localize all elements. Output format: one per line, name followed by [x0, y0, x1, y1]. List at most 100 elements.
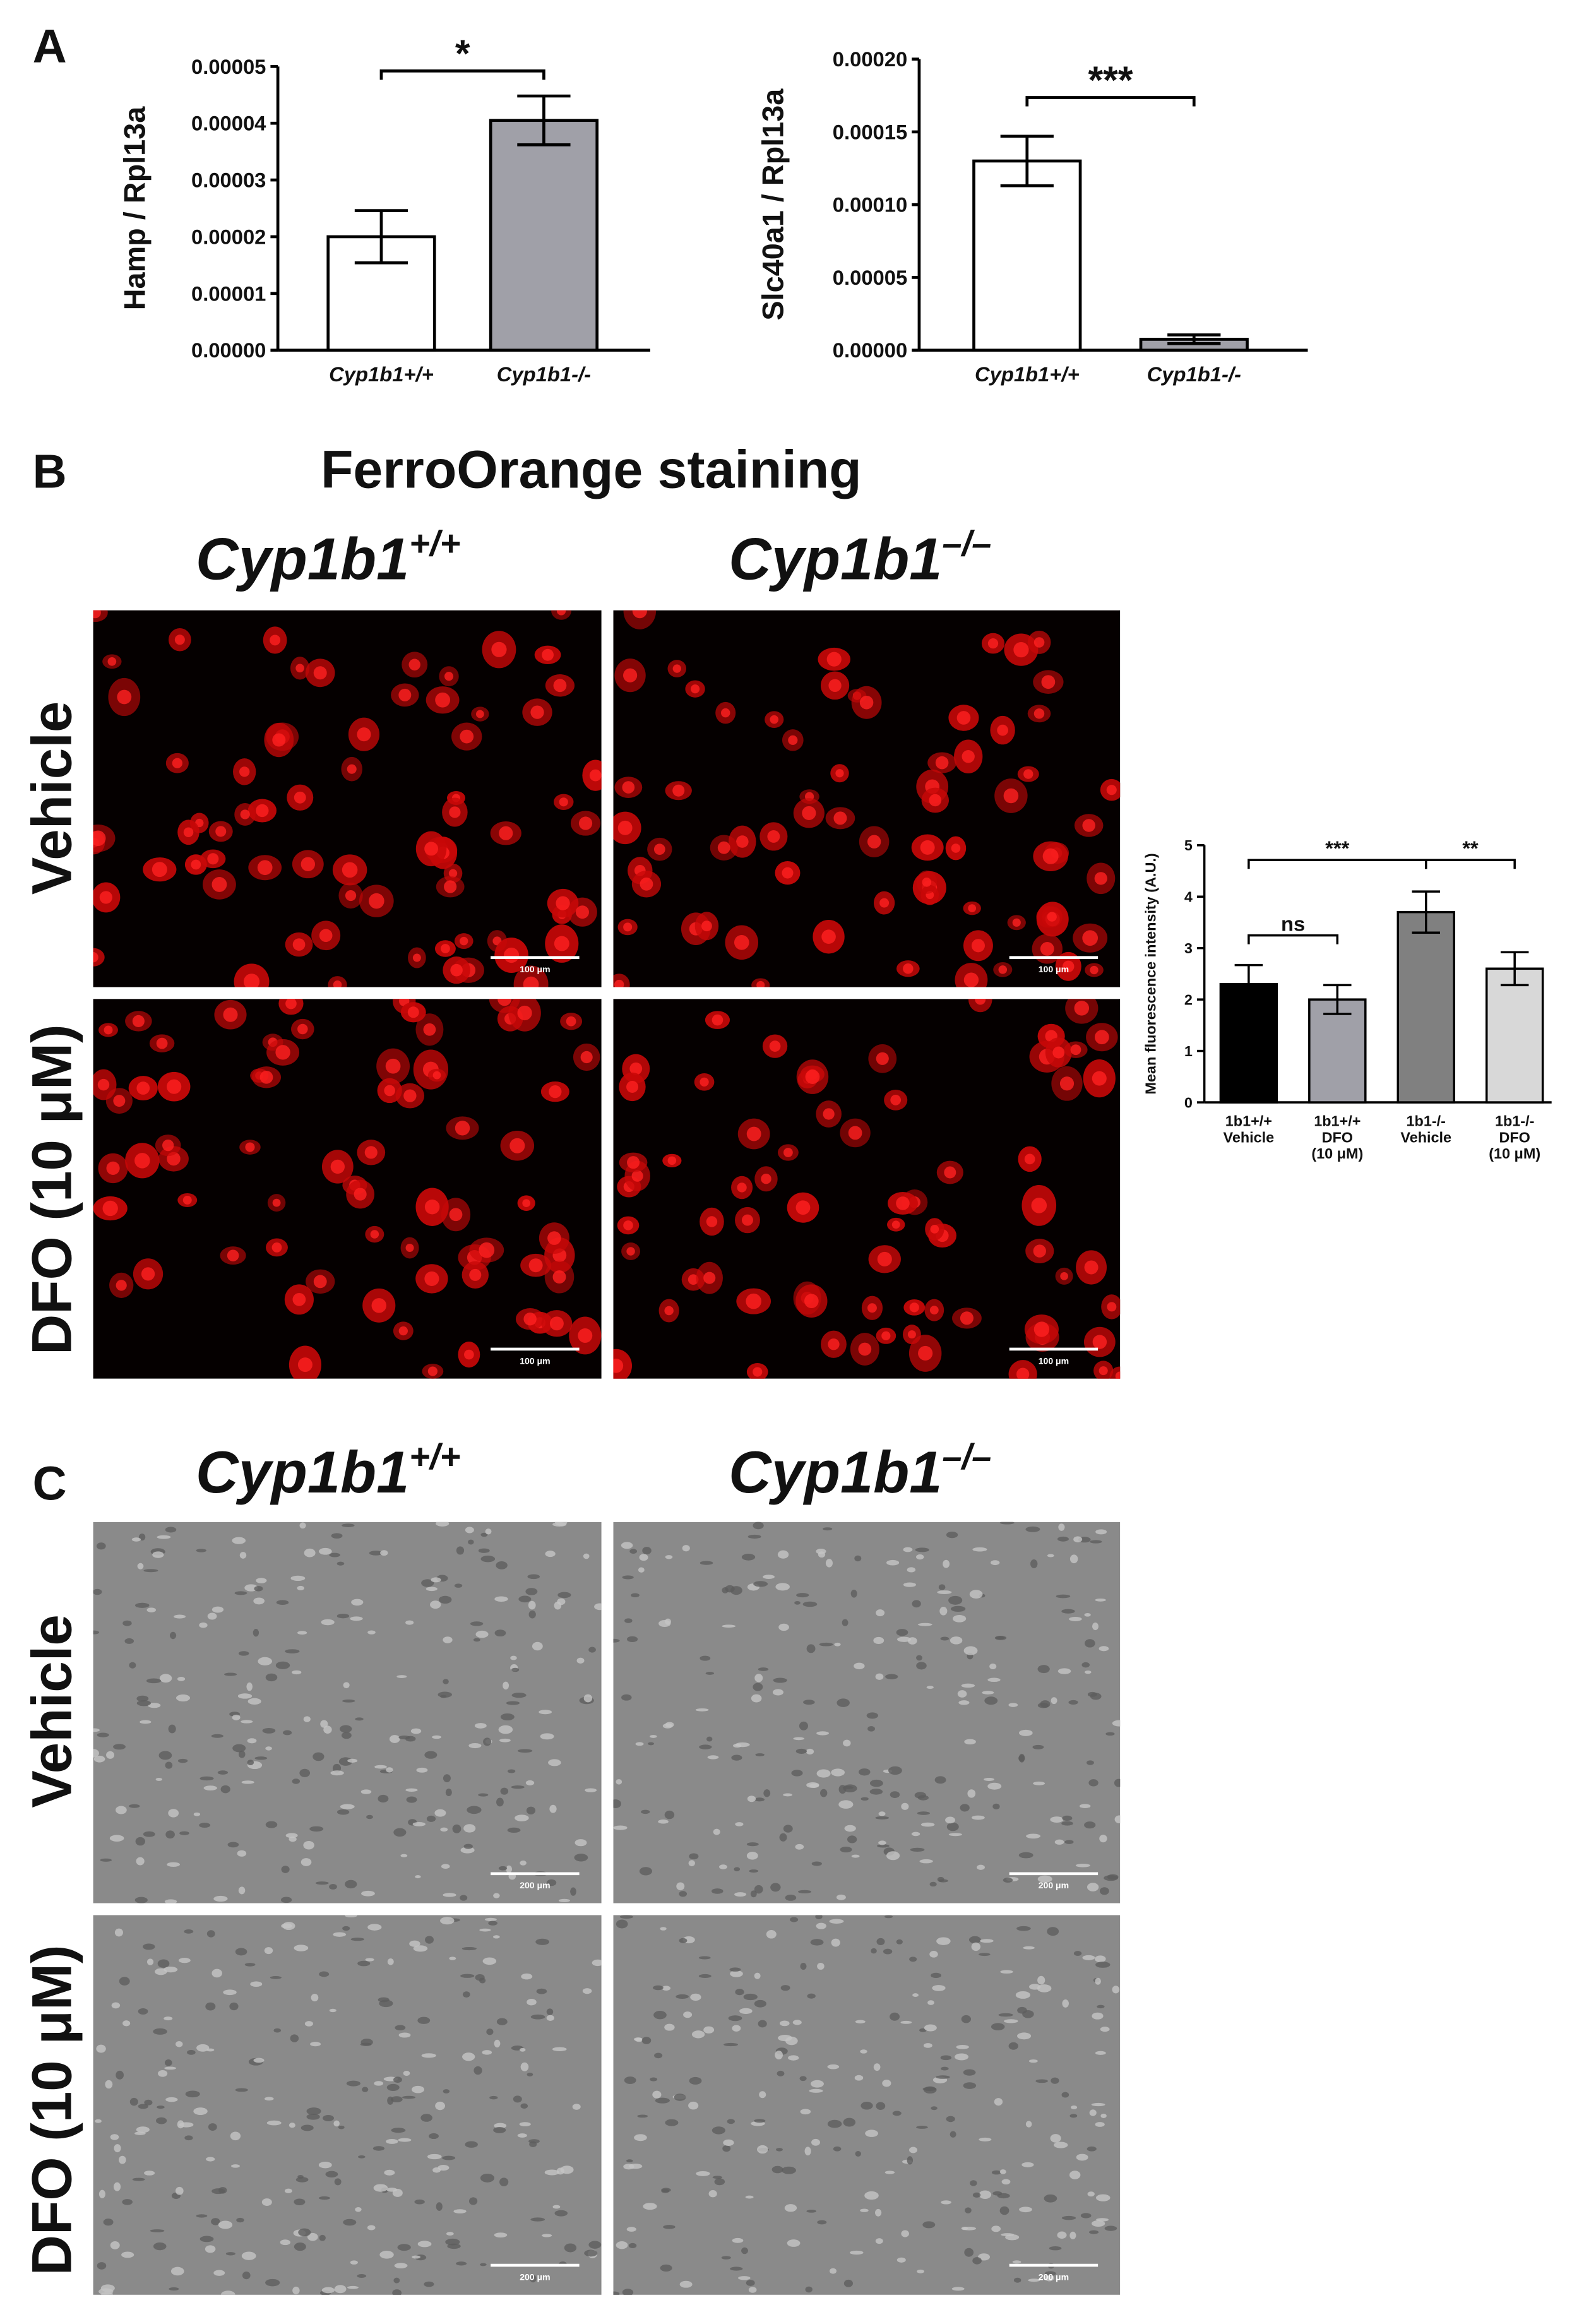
micrograph-content: [93, 999, 602, 1379]
nucleus: [403, 1089, 417, 1102]
header-sup: +/+: [409, 523, 460, 563]
cell: [297, 1631, 307, 1635]
cell: [530, 2275, 537, 2283]
cell: [342, 1523, 355, 1528]
cell: [731, 1754, 742, 1761]
cell: [971, 1942, 981, 1951]
cell: [804, 2147, 811, 2156]
nucleus: [929, 1306, 939, 1315]
cell: [800, 1963, 807, 1970]
cell: [211, 1734, 223, 1738]
nucleus: [174, 634, 185, 645]
cell: [438, 2164, 450, 2171]
cell: [583, 1553, 590, 1559]
cell: [1001, 2179, 1011, 2185]
cell: [185, 2090, 200, 2098]
cell: [1089, 2230, 1099, 2234]
cell: [719, 1864, 727, 1869]
cell: [734, 1892, 747, 1897]
cell: [728, 2015, 742, 2022]
nucleus: [405, 1244, 414, 1253]
nucleus: [1070, 1044, 1081, 1056]
cell: [440, 1695, 447, 1698]
cell: [499, 1738, 511, 1742]
cell: [1057, 1536, 1069, 1542]
cell: [229, 2002, 239, 2011]
micrograph-content: [613, 1915, 1121, 2295]
row-label: DFO (10 μM): [20, 1024, 83, 1355]
nucleus: [907, 1330, 916, 1339]
nucleus: [116, 1280, 127, 1291]
cell: [723, 2139, 734, 2146]
cell: [374, 2081, 384, 2086]
cell: [950, 1605, 966, 1612]
cell: [164, 2016, 173, 2021]
cell: [489, 2095, 498, 2100]
nucleus: [553, 679, 567, 693]
cell: [355, 1717, 364, 1721]
cell: [426, 1587, 438, 1592]
cell: [901, 2230, 909, 2237]
cell: [884, 1915, 893, 1919]
cell: [929, 1951, 938, 1958]
cell: [1073, 1951, 1082, 1956]
cell: [1049, 2246, 1062, 2251]
image-background: [613, 1522, 1121, 1903]
cell: [507, 1769, 516, 1773]
cell: [306, 2114, 320, 2120]
nucleus: [835, 769, 844, 778]
cell: [624, 1618, 633, 1623]
cell: [931, 2106, 938, 2111]
cell: [146, 1958, 154, 1965]
cell: [325, 2171, 338, 2177]
cell: [833, 2146, 842, 2152]
cell: [515, 1814, 529, 1821]
cell: [628, 2164, 643, 2169]
cell: [751, 1694, 762, 1703]
nucleus: [1059, 1076, 1075, 1091]
cell: [247, 1738, 257, 1744]
cell: [206, 1930, 215, 1938]
cell: [95, 2119, 102, 2123]
nucleus: [963, 972, 979, 987]
cell: [496, 1561, 508, 1569]
cell: [847, 1835, 857, 1843]
cell: [482, 1957, 497, 1965]
nucleus: [554, 936, 569, 951]
error-bar: [1000, 134, 1054, 188]
nucleus: [614, 979, 624, 987]
cell: [138, 2104, 148, 2109]
cell: [892, 2111, 902, 2116]
cell: [941, 2066, 949, 2071]
nucleus: [427, 1366, 438, 1376]
nucleus: [330, 1159, 345, 1174]
cell: [373, 2184, 388, 2192]
cell: [860, 2049, 867, 2054]
cell: [387, 1958, 394, 1965]
nucleus: [172, 758, 182, 768]
cell: [1076, 2153, 1088, 2161]
nucleus: [455, 1121, 470, 1136]
cell: [829, 1919, 844, 1924]
scale-bar-label: 100 μm: [520, 1355, 550, 1366]
cell: [235, 2088, 248, 2092]
cell: [790, 1917, 799, 1922]
x-tick-label: 1b1-/-: [1495, 1113, 1534, 1129]
cell: [211, 2218, 220, 2225]
cell: [264, 1947, 273, 1955]
nucleus: [207, 853, 219, 865]
nucleus: [239, 766, 250, 777]
cell: [153, 2242, 167, 2251]
cell: [465, 2141, 478, 2148]
cell: [926, 1686, 934, 1689]
row-label: Vehicle: [20, 701, 83, 895]
cell: [1096, 2218, 1109, 2222]
cell: [875, 1816, 890, 1820]
cell: [200, 1776, 214, 1781]
cell: [1025, 2121, 1032, 2128]
nucleus: [423, 1023, 436, 1036]
nucleus: [795, 1200, 811, 1215]
cell: [991, 2170, 1001, 2175]
scale-bar-label: 100 μm: [1039, 1355, 1069, 1366]
cell: [443, 2089, 450, 2094]
